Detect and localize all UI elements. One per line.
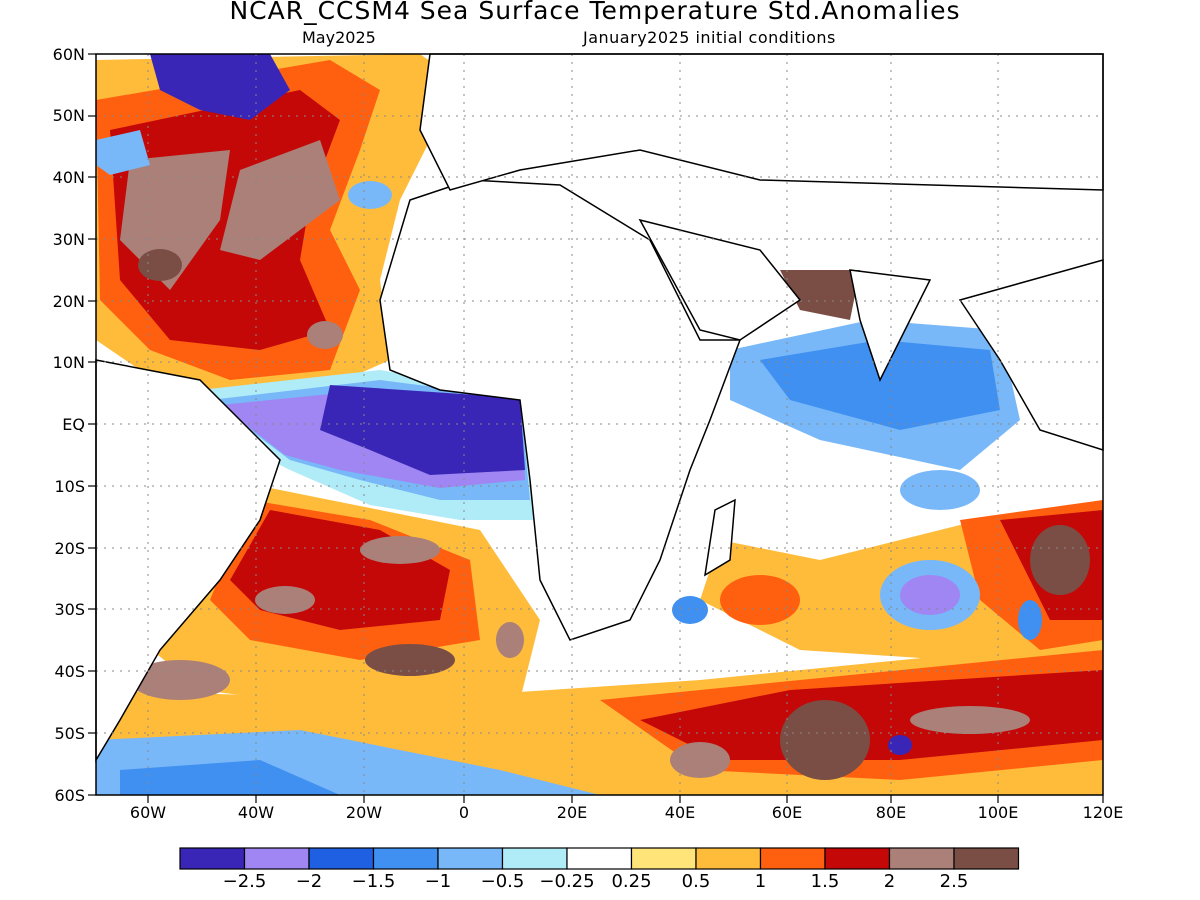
colorbar-label: −1: [424, 871, 452, 892]
lat-label: 10S: [54, 477, 85, 496]
lon-label: 40W: [237, 803, 275, 822]
lon-label: 20W: [345, 803, 383, 822]
colorbar-label: 0.5: [681, 871, 711, 892]
graticule: [96, 54, 1103, 795]
lon-label: 40E: [664, 803, 696, 822]
arabia-outline: [638, 218, 802, 341]
land-masses: [95, 53, 1104, 763]
colorbar-label: 2.5: [939, 871, 969, 892]
lat-label: 60S: [54, 786, 85, 805]
colorbar-label: 0.25: [611, 871, 652, 892]
colorbar-label: 1.5: [810, 871, 840, 892]
colorbar-label: −0.5: [480, 871, 525, 892]
indian-ocean-anomaly: [672, 270, 1103, 660]
labrador-sea-cold-anomaly: [96, 54, 392, 209]
lat-label: 40N: [52, 168, 85, 187]
lat-label: 40S: [54, 662, 85, 681]
colorbar: [179, 847, 1020, 870]
colorbar-swatch: [372, 847, 439, 870]
lat-label: 20N: [52, 292, 85, 311]
southern-ocean-anomaly: [96, 640, 1103, 795]
south-america-outline: [95, 359, 281, 763]
colorbar-label: 1: [754, 871, 767, 892]
lon-label: 0: [458, 803, 470, 822]
equatorial-atlantic-cold-anomaly: [200, 370, 540, 520]
southeast-asia-outline: [958, 259, 1104, 452]
forecast-month: May2025: [302, 28, 376, 47]
colorbar-label: −2: [295, 871, 323, 892]
north-atlantic-anomaly: [96, 54, 470, 400]
europe-outline: [419, 53, 1104, 191]
lon-label: 100E: [977, 803, 1019, 822]
colorbar-swatch: [437, 847, 504, 870]
india-outline: [849, 269, 932, 382]
colorbar-label: 2: [883, 871, 896, 892]
colorbar-swatch: [179, 847, 246, 870]
lon-label: 80E: [875, 803, 907, 822]
colorbar-swatch: [888, 847, 955, 870]
lat-label: 60N: [52, 45, 85, 64]
lat-label: 10N: [52, 353, 85, 372]
lat-label: 20S: [54, 539, 85, 558]
colorbar-label: −0.25: [539, 871, 595, 892]
axis-ticks: [88, 53, 1104, 803]
colorbar-label: −1.5: [351, 871, 396, 892]
anomaly-map: [88, 53, 1104, 803]
lon-label: 120E: [1082, 803, 1124, 822]
lon-label: 60E: [771, 803, 803, 822]
map-title: NCAR_CCSM4 Sea Surface Temperature Std.A…: [229, 0, 961, 25]
colorbar-swatch: [243, 847, 310, 870]
colorbar-swatch: [824, 847, 891, 870]
africa-outline: [379, 179, 742, 641]
lat-label: 50N: [52, 106, 85, 125]
lat-label: EQ: [62, 415, 85, 434]
initial-conditions-label: January2025 initial conditions: [583, 28, 836, 47]
colorbar-swatch: [695, 847, 762, 870]
colorbar-swatch: [759, 847, 826, 870]
lon-label: 20E: [556, 803, 588, 822]
colorbar-swatch: [566, 847, 633, 870]
lat-label: 30S: [54, 600, 85, 619]
lon-label: 60W: [129, 803, 167, 822]
colorbar-swatch: [630, 847, 697, 870]
lat-label: 30N: [52, 230, 85, 249]
lat-label: 50S: [54, 724, 85, 743]
colorbar-swatch: [308, 847, 375, 870]
colorbar-swatch: [501, 847, 568, 870]
madagascar-outline: [704, 498, 736, 577]
colorbar-swatch: [953, 847, 1020, 870]
colorbar-label: −2.5: [222, 871, 267, 892]
